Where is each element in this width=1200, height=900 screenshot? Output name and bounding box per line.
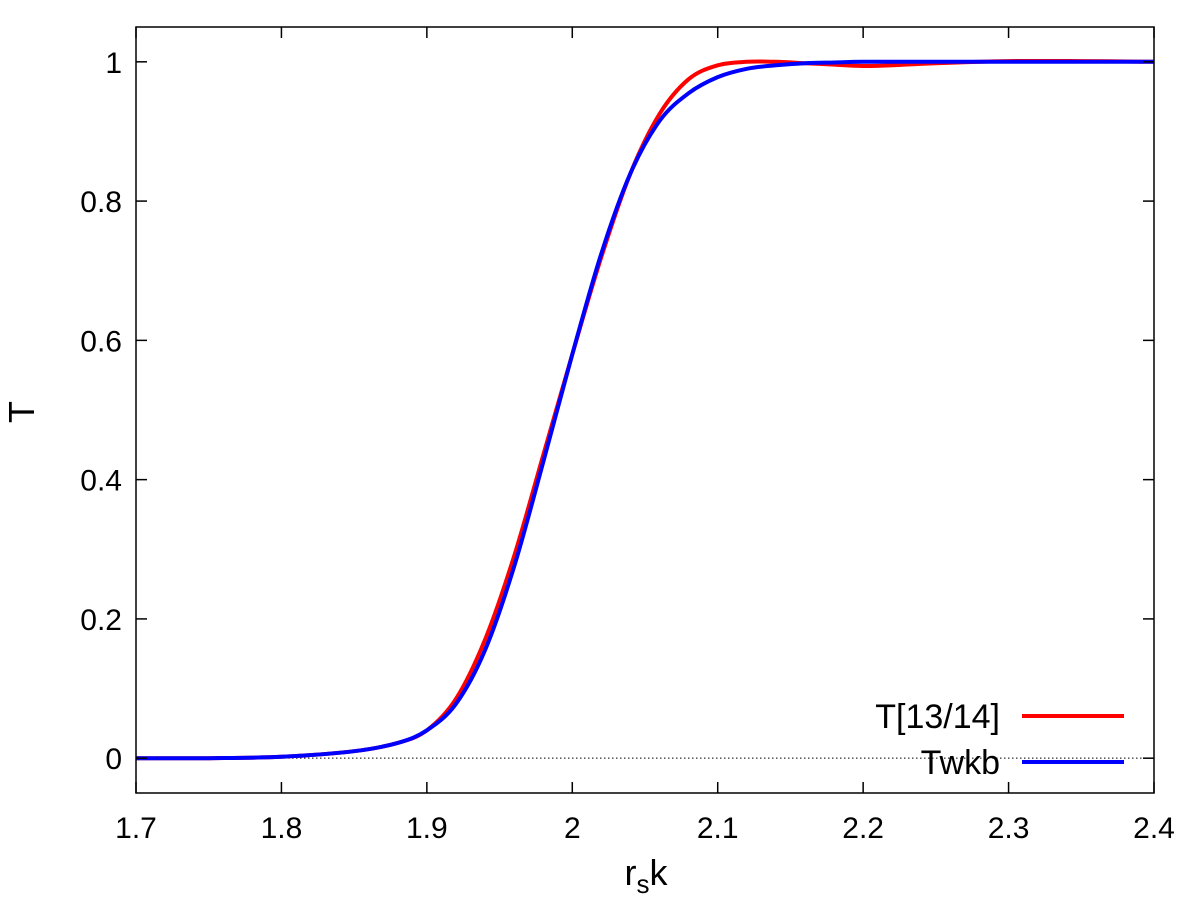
y-tick-label: 0.2 — [80, 604, 122, 637]
y-tick-label: 0.8 — [80, 186, 122, 219]
y-tick-label: 0 — [105, 743, 122, 776]
legend: T[13/14] Twkb — [875, 698, 1124, 782]
y-tick-labels: 0 0.2 0.4 0.6 0.8 1 — [80, 47, 122, 776]
y-axis-label: T — [1, 401, 42, 423]
x-tick-label: 2.2 — [842, 812, 884, 845]
series-layer — [135, 58, 1155, 761]
x-tick-label: 1.8 — [261, 812, 303, 845]
legend-entry-t-13-14-label: T[13/14] — [875, 698, 1000, 736]
ticks-layer — [135, 27, 1155, 793]
y-tick-label: 0.6 — [80, 325, 122, 358]
x-tick-label: 1.9 — [406, 812, 448, 845]
y-tick-label: 1 — [105, 47, 122, 80]
x-tick-labels: 1.7 1.8 1.9 2 2.1 2.2 2.3 2.4 — [115, 812, 1175, 845]
plot-frame — [135, 26, 1155, 794]
series-line-twkb — [135, 59, 1154, 761]
y-tick-label: 0.4 — [80, 465, 122, 498]
legend-entry-twkb-label: Twkb — [921, 744, 1000, 782]
x-tick-label: 2.4 — [1133, 812, 1175, 845]
x-tick-label: 2.3 — [988, 812, 1030, 845]
x-axis-label: rsk — [625, 852, 669, 899]
x-tick-label: 1.7 — [115, 812, 157, 845]
x-axis-label-tail: k — [650, 852, 669, 893]
x-tick-label: 2 — [564, 812, 581, 845]
x-axis-label-main: r — [625, 852, 637, 893]
x-tick-label: 2.1 — [697, 812, 739, 845]
x-axis-label-subscript: s — [637, 869, 650, 899]
